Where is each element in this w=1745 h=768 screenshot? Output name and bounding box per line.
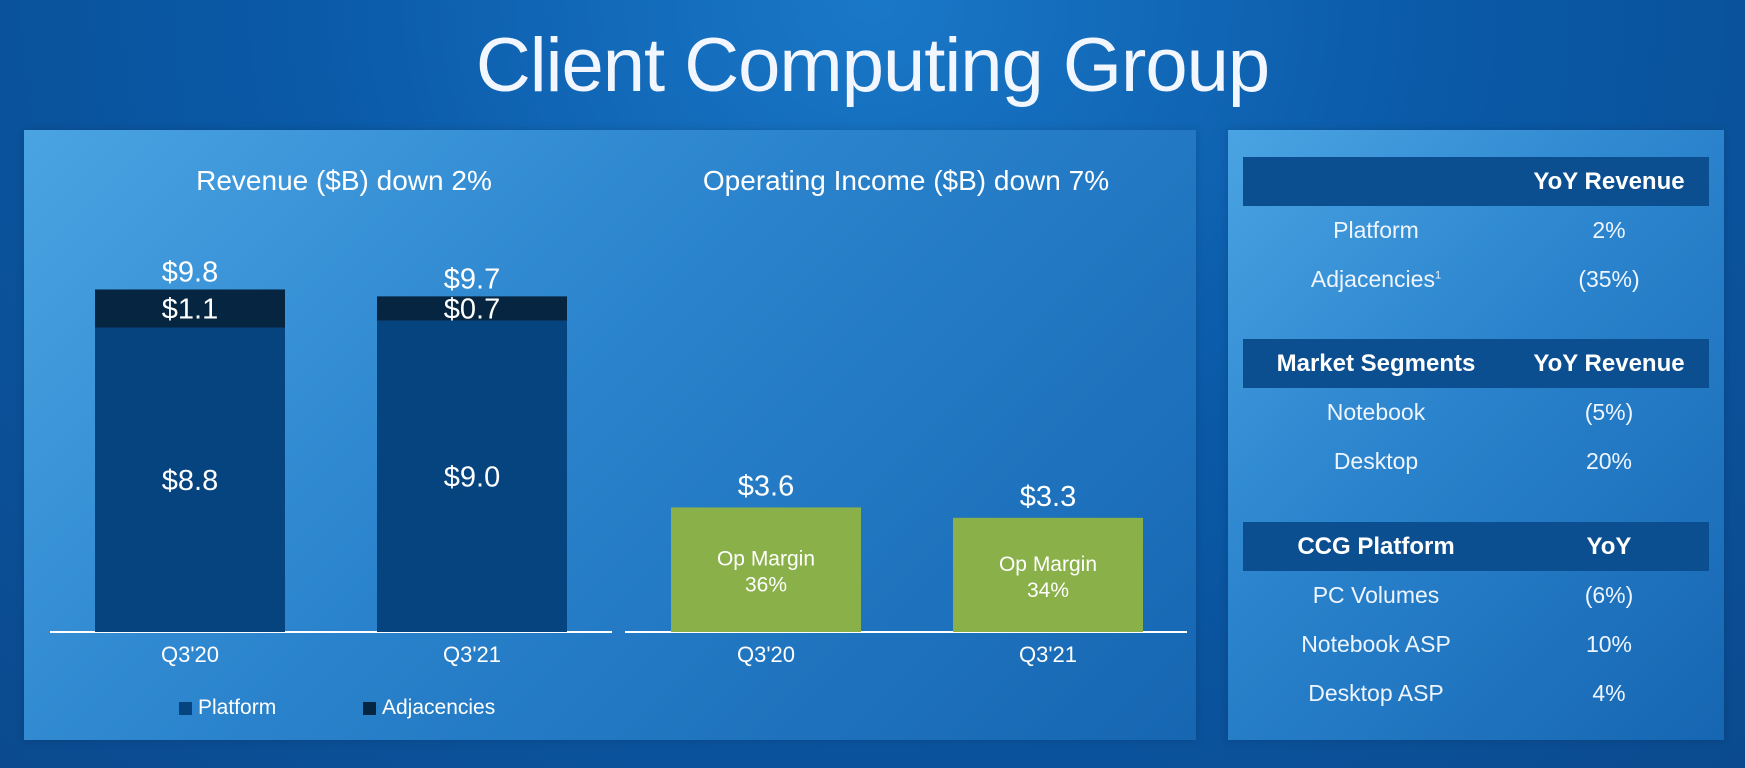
row-label: Notebook <box>1326 399 1426 425</box>
yoy-tables-panel: YoY Revenue Platform 2% Adjacencies1 (35… <box>1228 130 1724 740</box>
row-label: Notebook ASP <box>1301 631 1451 657</box>
table-yoy-revenue: YoY Revenue Platform 2% Adjacencies1 (35… <box>1243 157 1709 304</box>
row-label: Desktop ASP <box>1308 680 1444 706</box>
total-value-label: $9.8 <box>162 256 218 288</box>
x-tick-label: Q3'21 <box>1019 642 1077 667</box>
legend-swatch-adjacencies <box>363 702 376 715</box>
row-label-wrap: Adjacencies1 <box>1243 266 1509 293</box>
adjacencies-bar <box>377 296 567 321</box>
op-margin-label: Op Margin <box>999 553 1097 576</box>
row-label: PC Volumes <box>1312 582 1440 608</box>
operating-income-chart-title: Operating Income ($B) down 7% <box>703 165 1109 196</box>
row-label: Desktop <box>1333 448 1419 474</box>
row-label: Adjacencies <box>1310 266 1435 292</box>
platform-bar <box>95 327 285 632</box>
adjacencies-value-label: $0.7 <box>444 293 500 325</box>
row-value: (5%) <box>1584 399 1634 425</box>
charts-svg: Revenue ($B) down 2% $8.8 $1.1 $9.8 Q3'20 $9.… <box>50 165 1187 719</box>
revenue-chart-title: Revenue ($B) down 2% <box>196 165 492 196</box>
table-row: Platform 2% <box>1243 206 1709 255</box>
row-value: (35%) <box>1578 266 1640 292</box>
adjacencies-bar <box>95 289 285 328</box>
op-margin-value: 36% <box>745 574 787 597</box>
operating-income-value-label: $3.3 <box>1020 481 1076 513</box>
table-row: Desktop 20% <box>1243 437 1709 486</box>
row-value: 10% <box>1585 631 1633 657</box>
x-tick-label: Q3'20 <box>161 642 219 667</box>
row-value: 20% <box>1585 448 1633 474</box>
legend-label-platform: Platform <box>198 696 276 719</box>
footnote-marker: 1 <box>1434 269 1442 282</box>
table-header-col1: Market Segments <box>1276 349 1476 377</box>
platform-bar <box>377 320 567 632</box>
operating-income-value-label: $3.6 <box>738 470 794 502</box>
legend-label-adjacencies: Adjacencies <box>382 696 495 719</box>
table-ccg-platform: CCG Platform YoY PC Volumes (6%) Noteboo… <box>1243 522 1709 718</box>
table-row: Notebook (5%) <box>1243 388 1709 437</box>
total-value-label: $9.7 <box>444 263 500 295</box>
row-value: 2% <box>1592 217 1626 243</box>
legend-swatch-platform <box>179 702 192 715</box>
charts-panel: Revenue ($B) down 2% $8.8 $1.1 $9.8 Q3'20 $9.… <box>24 130 1196 740</box>
row-value: 4% <box>1592 680 1626 706</box>
table-header-col2: YoY Revenue <box>1533 167 1685 195</box>
table-header: YoY Revenue <box>1243 157 1709 206</box>
x-tick-label: Q3'20 <box>737 642 795 667</box>
table-row: Notebook ASP 10% <box>1243 620 1709 669</box>
platform-value-label: $9.0 <box>444 461 500 493</box>
table-header-col2: YoY <box>1586 532 1632 560</box>
platform-value-label: $8.8 <box>162 465 218 497</box>
row-value: (6%) <box>1584 582 1634 608</box>
row-label: Platform <box>1333 217 1419 243</box>
op-margin-value: 34% <box>1027 579 1069 602</box>
adjacencies-value-label: $1.1 <box>162 293 218 325</box>
table-header-col2: YoY Revenue <box>1533 349 1685 377</box>
table-header: CCG Platform YoY <box>1243 522 1709 571</box>
table-header: Market Segments YoY Revenue <box>1243 339 1709 388</box>
operating-income-bar <box>671 507 861 632</box>
table-header-col1: CCG Platform <box>1297 532 1455 560</box>
table-row: PC Volumes (6%) <box>1243 571 1709 620</box>
table-row: Desktop ASP 4% <box>1243 669 1709 718</box>
table-row: Adjacencies1 (35%) <box>1243 255 1709 304</box>
x-tick-label: Q3'21 <box>443 642 501 667</box>
table-market-segments: Market Segments YoY Revenue Notebook (5%… <box>1243 339 1709 486</box>
op-margin-label: Op Margin <box>717 548 815 571</box>
operating-income-bar <box>953 517 1143 632</box>
page-title: Client Computing Group <box>475 23 1270 108</box>
